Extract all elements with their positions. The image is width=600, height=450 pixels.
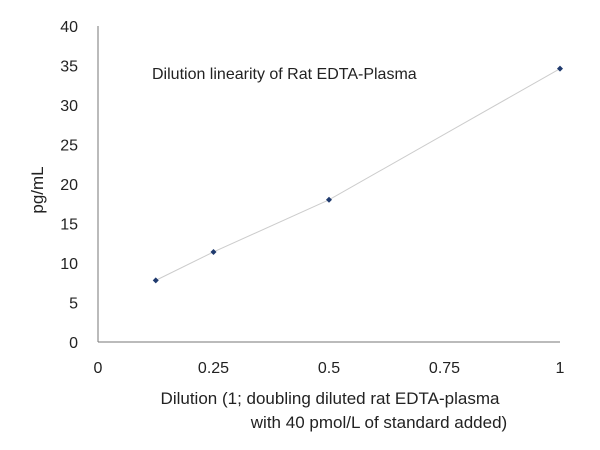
y-tick-label: 25 <box>60 138 78 155</box>
y-tick-label: 10 <box>60 256 78 273</box>
chart-title: Dilution linearity of Rat EDTA-Plasma <box>152 66 417 83</box>
y-tick-label: 20 <box>60 177 78 194</box>
y-tick-label: 15 <box>60 217 78 234</box>
data-points <box>152 65 563 284</box>
y-axis-label: pg/mL <box>28 166 47 213</box>
x-tick-label: 1 <box>556 360 565 377</box>
tick-labels: 0 5 10 15 20 25 30 35 40 0 0.25 0.5 0.75 1 <box>60 19 564 377</box>
data-point <box>210 248 217 255</box>
x-tick-label: 0 <box>94 360 103 377</box>
data-point <box>326 196 332 203</box>
data-point <box>557 65 563 72</box>
x-tick-label: 0.25 <box>198 360 229 377</box>
y-tick-label: 0 <box>69 335 78 352</box>
y-tick-label: 35 <box>60 59 78 76</box>
trendline-path <box>155 68 561 281</box>
y-tick-label: 5 <box>69 296 78 313</box>
axes <box>97 26 560 343</box>
x-tick-label: 0.75 <box>429 360 460 377</box>
x-axis-label-line2: with 40 pmol/L of standard added) <box>250 413 507 432</box>
x-axis-label-line1: Dilution (1; doubling diluted rat EDTA-p… <box>161 389 500 408</box>
y-tick-label: 40 <box>60 19 78 36</box>
data-point <box>152 277 159 284</box>
x-tick-label: 0.5 <box>318 360 340 377</box>
trendline <box>155 68 561 281</box>
y-tick-label: 30 <box>60 98 78 115</box>
